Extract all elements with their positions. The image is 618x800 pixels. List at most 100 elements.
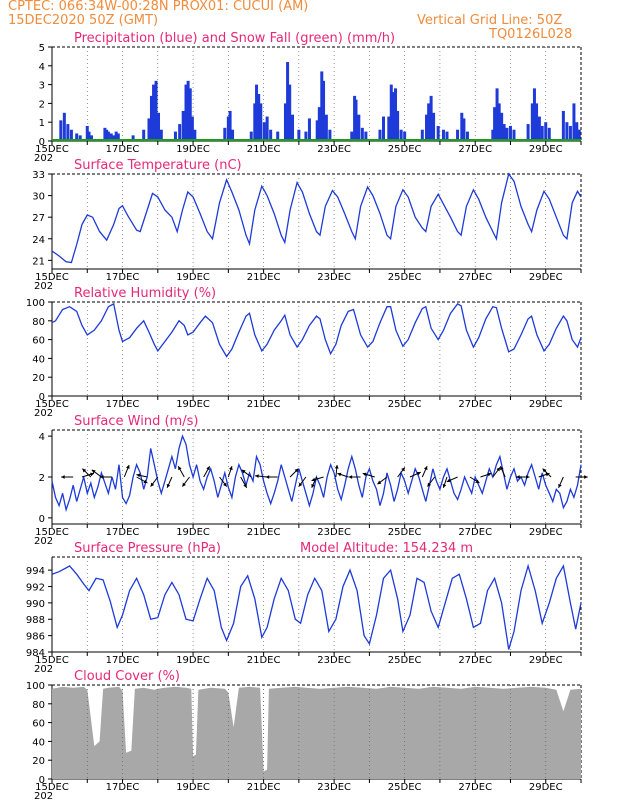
- precip-bar: [66, 124, 70, 141]
- wind-vector-head: [298, 482, 303, 487]
- x-tick-label: 19DEC: [176, 655, 210, 666]
- x-tick-label: 19DEC: [176, 527, 210, 538]
- precip-bar: [190, 116, 194, 141]
- precip-bar: [512, 129, 516, 141]
- x-tick-label: 29DEC: [529, 782, 563, 793]
- precip-bar: [188, 88, 192, 141]
- precip-bar: [193, 129, 197, 141]
- precip-bar: [441, 129, 445, 141]
- x-tick-label: 15DEC: [35, 399, 69, 410]
- y-tick-label: 0: [39, 392, 45, 403]
- x-tick-label: 29DEC: [529, 399, 563, 410]
- precip-bar: [265, 116, 269, 141]
- precip-bar: [465, 131, 469, 141]
- wind-vector-head: [423, 466, 428, 471]
- series-line: [51, 302, 582, 358]
- precip-bar: [116, 133, 120, 141]
- precip-bar: [350, 131, 354, 141]
- y-tick-label: 984: [26, 648, 45, 659]
- wind-vector-head: [91, 469, 96, 474]
- precip-bar: [456, 129, 460, 141]
- precip-bar: [69, 129, 73, 141]
- y-tick-label: 60: [32, 719, 45, 730]
- x-tick-label: 23DEC: [317, 272, 351, 283]
- precip-bar: [508, 125, 512, 141]
- x-tick-label: 19DEC: [176, 144, 210, 155]
- x-tick-label: 23DEC: [317, 782, 351, 793]
- precip-bar: [432, 112, 436, 141]
- x-tick-label: 21DEC: [247, 782, 281, 793]
- y-tick-label: 3: [39, 81, 45, 92]
- precip-bar: [152, 84, 156, 141]
- wind-vector-head: [241, 469, 246, 474]
- precip-bar: [223, 127, 227, 141]
- y-tick-label: 0: [39, 137, 45, 148]
- wind-vector-head: [265, 475, 270, 479]
- precip-bar: [226, 116, 230, 141]
- header-grid-note: Vertical Grid Line: 50Z: [417, 13, 563, 28]
- wind-vector-head: [150, 482, 155, 487]
- precip-bar: [142, 129, 146, 141]
- y-tick-label: 80: [32, 700, 45, 711]
- precip-bar: [425, 114, 429, 141]
- precip-bar: [460, 112, 464, 141]
- wind-vector-head: [99, 475, 104, 479]
- x-tick-label: 21DEC: [247, 144, 281, 155]
- panel-temp: 15DEC 17DEC 19DEC 21DEC 23DEC 25DEC 27DEC 29DEC…: [32, 158, 582, 292]
- wind-vector-head: [487, 472, 492, 477]
- y-tick-label: 24: [32, 235, 45, 246]
- series-line: [51, 172, 582, 264]
- precip-bar: [565, 122, 569, 141]
- precip-bar: [173, 131, 177, 141]
- precip-bar: [420, 129, 424, 141]
- y-tick-label: 5: [39, 43, 45, 54]
- wind-vector-head: [82, 468, 87, 473]
- x-year-fragment: 202: [34, 281, 53, 292]
- y-tick-label: 990: [26, 599, 45, 610]
- x-tick-label: 23DEC: [317, 655, 351, 666]
- precip-bar: [530, 103, 534, 141]
- precip-bar: [249, 131, 253, 141]
- y-tick-label: 30: [32, 192, 45, 203]
- x-tick-label: 17DEC: [106, 144, 140, 155]
- cloud-area: [52, 686, 581, 779]
- precip-bar: [105, 129, 109, 141]
- x-tick-label: 17DEC: [106, 272, 140, 283]
- wind-vector-head: [442, 483, 447, 488]
- x-tick-label: 29DEC: [529, 655, 563, 666]
- wind-vector-head: [294, 468, 299, 473]
- precip-bar: [547, 127, 551, 141]
- precip-bar: [75, 133, 79, 141]
- precip-bar: [231, 129, 235, 141]
- x-tick-label: 27DEC: [458, 527, 492, 538]
- precip-bar: [399, 129, 403, 141]
- panel-cloud: 15DEC 17DEC 19DEC 21DEC 23DEC 25DEC 27DEC 29DEC…: [26, 669, 582, 800]
- precip-bar: [109, 133, 113, 141]
- wind-vector-head: [584, 475, 588, 479]
- x-tick-label: 19DEC: [176, 399, 210, 410]
- precip-bar: [322, 80, 326, 141]
- precip-bar: [462, 118, 466, 141]
- wind-vector-head: [542, 468, 547, 473]
- precip-bar: [317, 107, 321, 141]
- wind-vector-head: [475, 479, 480, 483]
- x-tick-label: 25DEC: [388, 399, 422, 410]
- x-tick-label: 29DEC: [529, 527, 563, 538]
- precip-bar: [307, 118, 311, 141]
- y-tick-label: 80: [32, 317, 45, 328]
- wind-vector-head: [337, 472, 342, 477]
- x-year-fragment: 202: [34, 408, 53, 419]
- x-tick-label: 29DEC: [529, 272, 563, 283]
- precip-bar: [502, 124, 506, 141]
- x-tick-label: 19DEC: [176, 272, 210, 283]
- precip-bar: [103, 127, 107, 141]
- y-tick-label: 986: [26, 632, 45, 643]
- header-line2: 15DEC2020 50Z (GMT): [8, 13, 159, 28]
- precip-bar: [500, 112, 504, 141]
- panel-annotation: Model Altitude: 154.234 m: [300, 541, 473, 556]
- x-tick-label: 25DEC: [388, 527, 422, 538]
- x-tick-label: 25DEC: [388, 144, 422, 155]
- precip-bar: [286, 62, 290, 141]
- x-tick-label: 27DEC: [458, 399, 492, 410]
